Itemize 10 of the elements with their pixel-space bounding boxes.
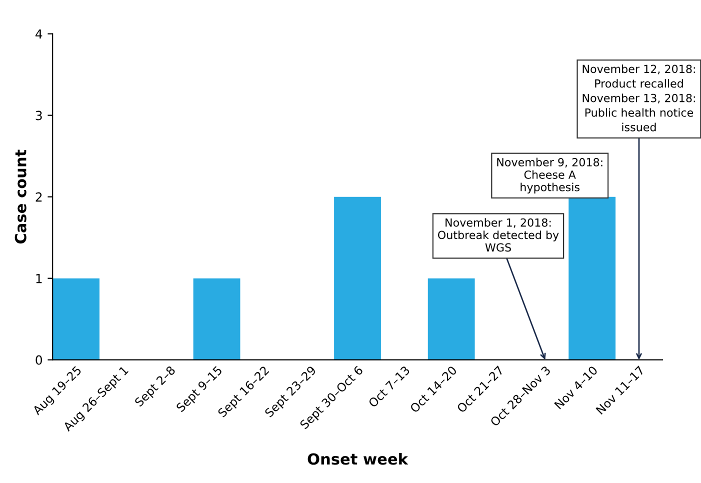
y-tick-label: 2	[36, 192, 42, 202]
annotation: November 9, 2018: Cheese A hypothesis	[497, 158, 602, 194]
y-tick-label: 0	[36, 355, 42, 365]
y-tick-label: 3	[36, 110, 42, 120]
annotation: November 12, 2018: Product recalled November 13, 2018: Public health notice issued	[582, 64, 695, 132]
y-tick-label: 4	[36, 29, 42, 39]
y-axis-title: Case count	[14, 150, 26, 244]
x-axis-title: Onset week	[308, 452, 408, 465]
y-tick-label: 1	[36, 274, 42, 284]
annotation: November 1, 2018: Outbreak detected by WGS	[438, 218, 559, 252]
